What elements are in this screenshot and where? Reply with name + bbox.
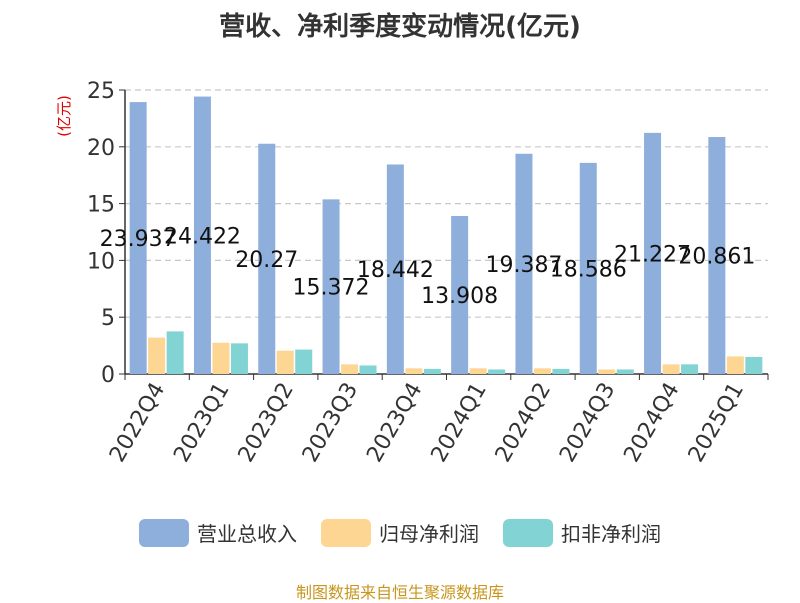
bar-revenue [258,143,276,374]
bar-revenue [579,162,597,374]
data-label: 23.937 [100,227,177,252]
data-label: 21.227 [614,242,691,267]
bar-revenue [386,164,404,374]
x-tick-label: 2024Q2 [491,379,556,467]
x-tick-label: 2023Q3 [298,379,363,467]
bar-deducted-net-profit [295,349,313,374]
bar-deducted-net-profit [166,331,184,374]
legend-label: 营业总收入 [197,522,297,546]
bar-deducted-net-profit [423,368,441,374]
source-note: 制图数据来自恒生聚源数据库 [295,583,504,602]
legend-label: 归母净利润 [379,522,479,546]
x-tick-label: 2023Q4 [362,379,427,467]
y-tick-label: 20 [87,136,115,161]
y-tick-label: 10 [87,249,115,274]
bar-net-profit [212,342,230,374]
y-axis-title: (亿元) [55,95,73,137]
x-tick-label: 2022Q4 [105,379,170,467]
bar-deducted-net-profit [359,365,377,374]
x-tick-label: 2024Q1 [427,379,492,467]
legend-swatch [139,518,189,547]
legend-swatch [503,518,553,547]
legend-item[interactable]: 营业总收入 [139,518,297,547]
bar-deducted-net-profit [681,364,699,374]
x-tick-label: 2024Q3 [555,379,620,467]
y-tick-label: 0 [101,363,115,388]
y-tick-label: 5 [101,306,115,331]
bar-revenue [451,216,469,374]
bar-net-profit [148,337,166,374]
bar-revenue [708,137,726,374]
data-label: 15.372 [293,276,370,301]
bar-deducted-net-profit [488,369,506,374]
data-label: 20.27 [235,248,298,273]
legend-swatch [321,518,371,547]
bar-net-profit [726,356,744,374]
bar-revenue [322,199,340,374]
bar-revenue [515,153,533,374]
y-tick-label: 15 [87,193,115,218]
bars [129,96,763,375]
bar-net-profit [533,368,551,374]
data-label: 13.908 [421,284,498,309]
bar-net-profit [662,364,680,374]
x-tick-label: 2024Q4 [619,379,684,467]
data-label: 19.387 [485,253,562,278]
x-tick-label: 2023Q1 [169,379,234,467]
y-tick-label: 25 [87,79,115,104]
bar-deducted-net-profit [230,343,248,374]
legend-item[interactable]: 扣非净利润 [503,518,661,547]
bar-deducted-net-profit [745,356,763,374]
bar-net-profit [469,368,487,374]
chart-title: 营收、净利季度变动情况(亿元) [219,12,581,42]
bar-net-profit [405,368,423,374]
bar-deducted-net-profit [616,369,634,374]
legend: 营业总收入 归母净利润 扣非净利润 [0,518,800,547]
x-tick-label: 2025Q1 [684,379,749,467]
data-label: 18.586 [550,257,627,282]
bar-net-profit [276,350,294,374]
legend-label: 扣非净利润 [561,522,661,546]
bar-revenue [644,132,662,374]
data-label: 20.861 [678,245,755,270]
data-label: 18.442 [357,258,434,283]
legend-item[interactable]: 归母净利润 [321,518,479,547]
bar-revenue [129,102,147,374]
x-tick-label: 2023Q2 [234,379,299,467]
bar-net-profit [341,364,359,374]
data-label: 24.422 [164,224,241,249]
bar-net-profit [598,369,616,374]
bar-deducted-net-profit [552,368,570,374]
bar-revenue [193,96,211,375]
